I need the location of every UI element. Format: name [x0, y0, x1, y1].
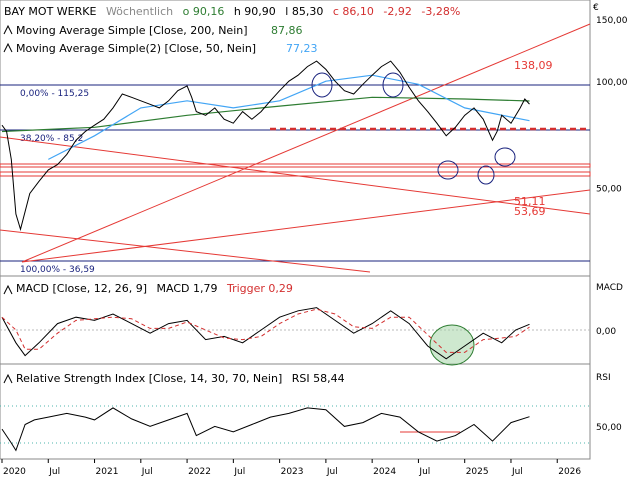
ma200-legend-label: Moving Average Simple [Close, 200, Nein]: [16, 24, 248, 37]
macd-line: [1, 307, 530, 360]
support-zone-1: [0, 163, 591, 168]
low-circle-2: [477, 165, 495, 185]
title-close: c 86,10: [333, 5, 374, 18]
x-tick-4: 2022: [188, 467, 211, 477]
ma200-line: [1, 96, 530, 133]
ma50-legend-label: Moving Average Simple(2) [Close, 50, Nei…: [16, 42, 256, 55]
ma50-legend-value: 77,23: [286, 42, 318, 55]
rsi-legend-label: Relative Strength Index [Close, 14, 30, …: [16, 372, 282, 385]
target-top-label: 138,09: [514, 59, 553, 72]
legend-wave-icon: [3, 42, 13, 53]
title-change: -2,92: [383, 5, 411, 18]
rsi-line: [1, 407, 530, 452]
low-circle-1: [437, 160, 459, 180]
price-tick-0: 150,00: [596, 16, 628, 26]
title-open: o 90,16: [183, 5, 225, 18]
macd-axis-label: MACD: [596, 283, 623, 293]
macd-legend-trigger: Trigger 0,29: [226, 282, 293, 295]
x-tick-3: Jul: [141, 467, 153, 477]
price-axis: 150,00 100,00 50,00: [596, 16, 628, 194]
trend-line-down: [0, 136, 591, 215]
x-tick-0: 2020: [3, 467, 26, 477]
currency-label: €: [593, 3, 599, 13]
trend-line-up: [21, 23, 591, 263]
macd-highlight-circle: [429, 324, 475, 366]
x-tick-2: 2021: [96, 467, 119, 477]
macd-zero-tick: 0,00: [596, 327, 616, 337]
macd-panel: [0, 275, 591, 365]
x-tick-10: 2025: [466, 467, 489, 477]
legend-wave-icon: [3, 24, 13, 35]
title-percent: -3,28%: [421, 5, 460, 18]
fib-38-label: 38,20% - 85,2: [20, 134, 83, 144]
trend-line-base: [21, 189, 591, 263]
title-period: Wöchentlich: [106, 5, 173, 18]
x-tick-6: 2023: [281, 467, 304, 477]
rsi-legend: Relative Strength Index [Close, 14, 30, …: [16, 372, 345, 385]
title-symbol: BAY MOT WERKE: [4, 5, 96, 18]
low-circle-3: [494, 147, 516, 167]
price-tick-1: 100,00: [596, 78, 628, 88]
rsi-50-tick: 50,00: [596, 423, 622, 433]
ma50-line: [48, 74, 530, 160]
macd-legend-value: MACD 1,79: [157, 282, 218, 295]
price-tick-2: 50,00: [596, 184, 622, 194]
target-a-label: 51,11: [514, 195, 546, 208]
legend-wave-icon: [3, 284, 13, 295]
x-tick-9: Jul: [418, 467, 430, 477]
x-tick-11: Jul: [511, 467, 523, 477]
x-tick-7: Jul: [326, 467, 338, 477]
macd-legend: MACD [Close, 12, 26, 9] MACD 1,79 Trigge…: [16, 282, 293, 295]
top-circle-1: [311, 72, 333, 98]
ma200-legend-value: 87,86: [271, 24, 303, 37]
title-high: h 90,90: [234, 5, 276, 18]
legend-wave-icon: [3, 373, 13, 384]
top-circle-2: [382, 72, 404, 98]
x-tick-8: 2024: [373, 467, 396, 477]
fib-100-label: 100,00% - 36,59: [20, 265, 95, 275]
target-b-label: 53,69: [514, 205, 546, 218]
rsi-axis-label: RSI: [596, 373, 611, 383]
price-line: [1, 60, 530, 232]
x-tick-1: Jul: [48, 467, 60, 477]
rsi-legend-value: RSI 58,44: [292, 372, 345, 385]
ma200-legend: Moving Average Simple [Close, 200, Nein]…: [3, 24, 303, 37]
macd-trigger-line: [1, 308, 530, 353]
fib-0-label: 0,00% - 115,25: [20, 89, 89, 99]
title-low: l 85,30: [285, 5, 323, 18]
trend-line-low: [0, 229, 371, 273]
x-tick-5: Jul: [233, 467, 245, 477]
x-tick-12: 2026: [558, 467, 581, 477]
macd-legend-label: MACD [Close, 12, 26, 9]: [16, 282, 147, 295]
x-axis: 2020 Jul 2021 Jul 2022 Jul 2023 Jul 2024 Jul 2025 J…: [1, 459, 581, 477]
ma50-legend: Moving Average Simple(2) [Close, 50, Nei…: [3, 42, 318, 55]
title-row: BAY MOT WERKE Wöchentlich o 90,16 h 90,9…: [4, 5, 460, 18]
